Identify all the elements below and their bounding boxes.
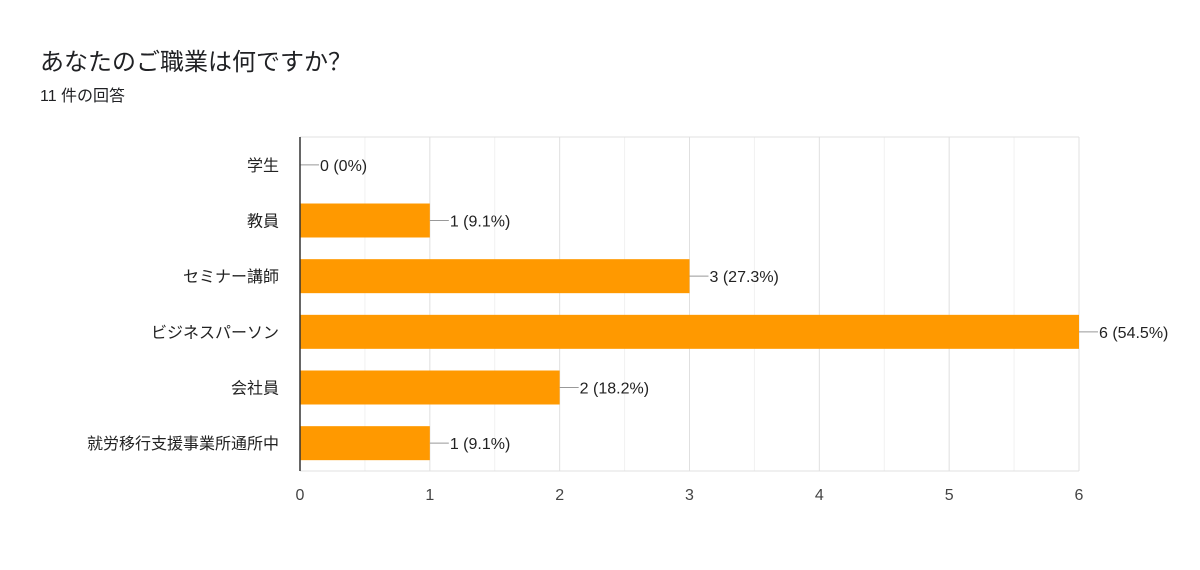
bar (300, 370, 560, 405)
data-label: 3 (27.3%) (710, 269, 779, 286)
bar (300, 426, 430, 461)
category-label: ビジネスパーソン (151, 324, 279, 342)
data-label: 1 (9.1%) (450, 214, 510, 231)
response-count: 11 件の回答 (40, 88, 126, 105)
x-tick-label: 4 (815, 487, 824, 504)
chart-title: あなたのご職業は何ですか？ (40, 49, 352, 76)
bar (300, 314, 1079, 349)
category-label: 学生 (247, 157, 279, 175)
data-label: 2 (18.2%) (580, 381, 649, 398)
category-label: 就労移行支援事業所通所中 (87, 435, 279, 453)
bar (300, 259, 690, 294)
x-tick-label: 1 (425, 487, 434, 504)
x-tick-label: 0 (296, 487, 305, 504)
bar (300, 203, 430, 238)
data-label: 0 (0%) (320, 158, 367, 175)
x-tick-label: 6 (1075, 487, 1084, 504)
x-tick-label: 2 (555, 487, 564, 504)
x-tick-label: 5 (945, 487, 954, 504)
category-label: 会社員 (231, 380, 279, 398)
x-tick-label: 3 (685, 487, 694, 504)
category-label: 教員 (247, 213, 279, 231)
data-label: 1 (9.1%) (450, 436, 510, 453)
category-label: セミナー講師 (183, 268, 279, 286)
data-label: 6 (54.5%) (1099, 325, 1168, 342)
